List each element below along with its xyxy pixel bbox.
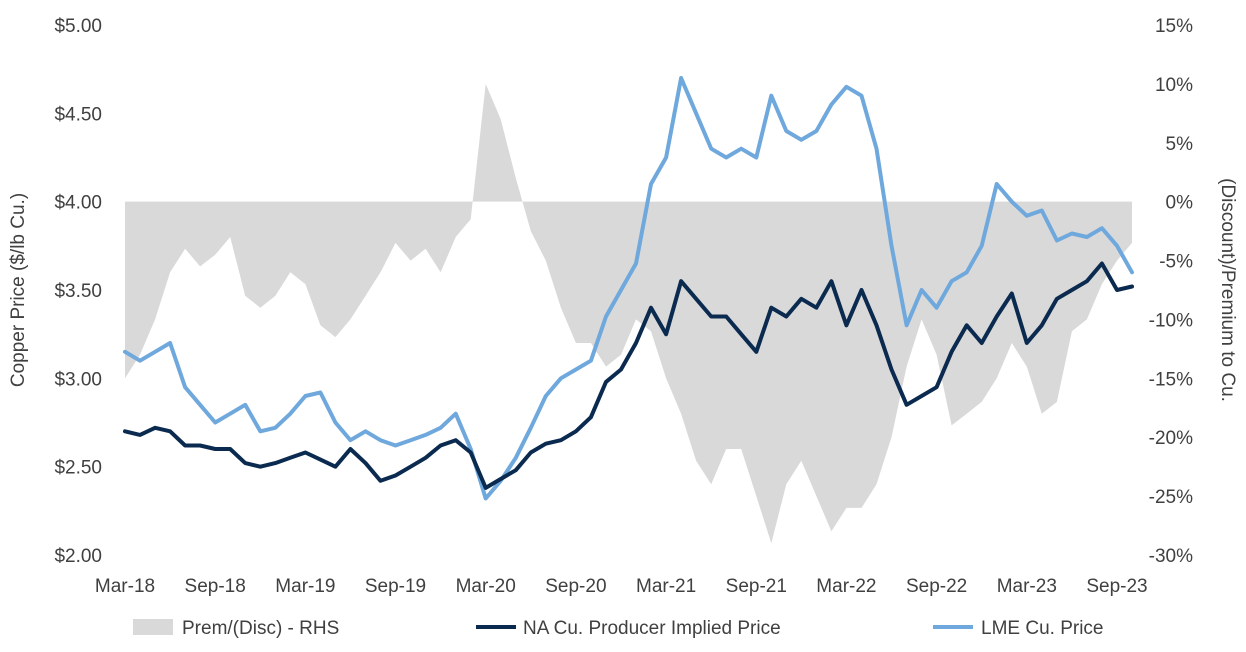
chart-legend: Prem/(Disc) - RHS NA Cu. Producer Implie… [133,618,1103,639]
legend-label-lme: LME Cu. Price [981,618,1103,639]
x-tick-label: Mar-19 [275,576,335,597]
y-tick-label: $3.00 [54,369,102,390]
y2-axis-title: (Discount)/Premium to Cu. [1217,178,1238,402]
x-tick-label: Sep-23 [1086,576,1147,597]
y2-tick-label: -25% [1149,487,1193,508]
premium-area [125,83,1132,544]
legend-swatch-premium [133,619,173,635]
x-tick-label: Sep-21 [726,576,787,597]
y2-tick-label: 10% [1155,75,1193,96]
x-tick-label: Sep-22 [906,576,967,597]
x-tick-label: Mar-20 [456,576,516,597]
x-axis-ticks: Mar-18 Sep-18 Mar-19 Sep-19 Mar-20 Sep-20 Mar-… [95,576,1148,597]
y2-tick-label: -30% [1149,546,1193,567]
y2-tick-label: -20% [1149,428,1193,449]
y-tick-label: $3.50 [54,281,102,302]
y2-tick-label: 5% [1166,134,1194,155]
right-axis-ticks: -30% -25% -20% -15% -10% -5% 0% 5% 10% 15% [1149,16,1193,567]
na-implied-price-line [123,261,1134,490]
lme-price-line [123,76,1134,501]
y-tick-label: $4.50 [54,104,102,125]
y-axis-title: Copper Price ($/lb Cu.) [8,193,29,387]
x-tick-label: Sep-18 [185,576,246,597]
x-tick-label: Mar-22 [816,576,876,597]
y-tick-label: $2.00 [54,546,102,567]
y2-tick-label: 0% [1166,193,1194,214]
x-tick-label: Sep-19 [365,576,426,597]
legend-label-na: NA Cu. Producer Implied Price [523,618,781,639]
y2-tick-label: -5% [1159,252,1193,273]
y2-tick-label: -15% [1149,369,1193,390]
legend-label-premium: Prem/(Disc) - RHS [182,618,339,639]
premium-area-layer [125,83,1132,544]
y-tick-label: $4.00 [54,193,102,214]
x-tick-label: Mar-23 [997,576,1057,597]
x-tick-label: Mar-21 [636,576,696,597]
y2-tick-label: 15% [1155,16,1193,37]
y2-tick-label: -10% [1149,310,1193,331]
price-lines-layer [123,76,1134,501]
x-tick-label: Mar-18 [95,576,155,597]
y-tick-label: $5.00 [54,16,102,37]
x-tick-label: Sep-20 [545,576,606,597]
left-axis-ticks: $2.00 $2.50 $3.00 $3.50 $4.00 $4.50 $5.00 [54,16,102,567]
y-tick-label: $2.50 [54,458,102,479]
